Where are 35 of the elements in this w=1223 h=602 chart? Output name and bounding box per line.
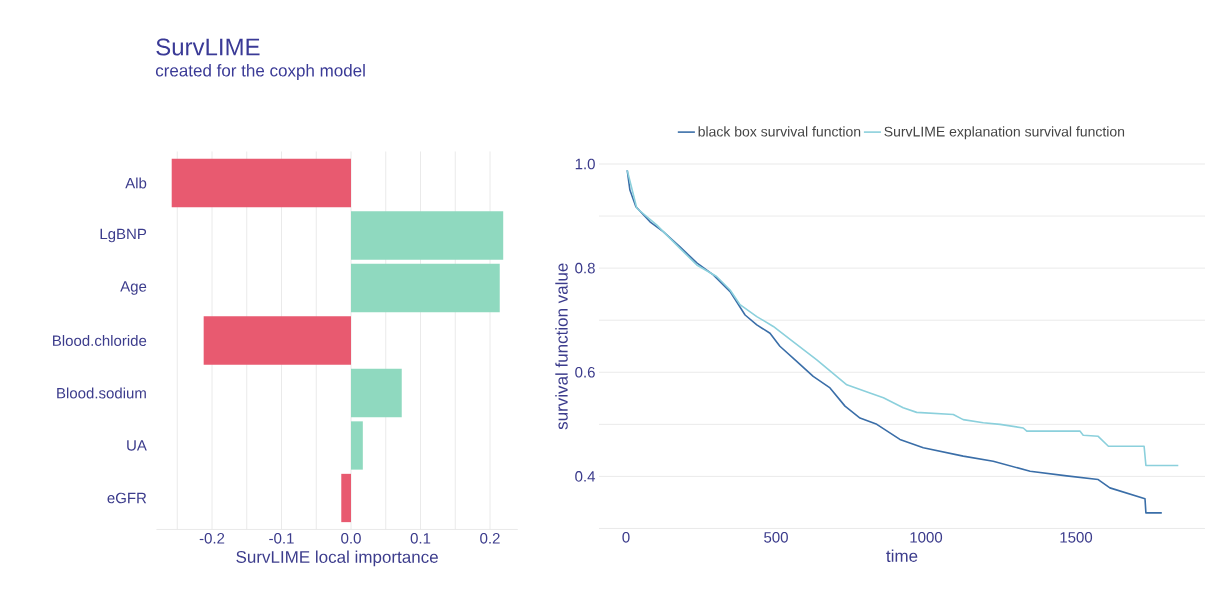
bar xyxy=(351,368,402,418)
legend-label: black box survival function xyxy=(698,126,861,137)
y-tick-label: Blood.sodium xyxy=(57,387,146,399)
bar xyxy=(351,263,500,313)
bar xyxy=(203,316,352,365)
bar xyxy=(351,421,363,470)
x-tick-label: -0.1 xyxy=(269,533,294,544)
x-tick-label: 0.1 xyxy=(410,533,431,544)
y-tick-label: UA xyxy=(127,440,147,451)
x-tick-label: 500 xyxy=(764,532,788,543)
bar xyxy=(171,158,352,208)
x-tick-label: 1000 xyxy=(910,532,943,543)
x-tick-label: 1500 xyxy=(1060,532,1093,543)
y-tick-label: Alb xyxy=(125,177,147,189)
x-axis-title: time xyxy=(886,549,918,562)
y-tick-label: eGFR xyxy=(107,492,147,504)
legend-label: SurvLIME explanation survival function xyxy=(884,126,1125,140)
y-tick-label: 1.0 xyxy=(575,158,595,170)
x-tick-label: 0.0 xyxy=(341,533,361,544)
x-tick-label: 0.2 xyxy=(480,533,500,544)
bar xyxy=(341,473,352,523)
line-series xyxy=(626,169,1180,467)
y-tick-label: 0.4 xyxy=(575,471,596,482)
bar xyxy=(351,211,504,260)
y-tick-label: LgBNP xyxy=(100,228,147,243)
y-tick-label: Age xyxy=(120,281,147,295)
y-axis-title: survival function value xyxy=(555,263,568,430)
chart-subtitle: created for the coxph model xyxy=(155,64,365,80)
y-tick-label: 0.6 xyxy=(575,366,595,378)
x-tick-label: -0.2 xyxy=(199,533,225,544)
x-tick-label: 0 xyxy=(622,532,630,543)
x-axis-title: SurvLIME local importance xyxy=(236,550,438,567)
y-tick-label: Blood.chloride xyxy=(53,334,147,346)
y-tick-label: 0.8 xyxy=(575,262,595,274)
chart-title: SurvLIME xyxy=(156,38,260,56)
